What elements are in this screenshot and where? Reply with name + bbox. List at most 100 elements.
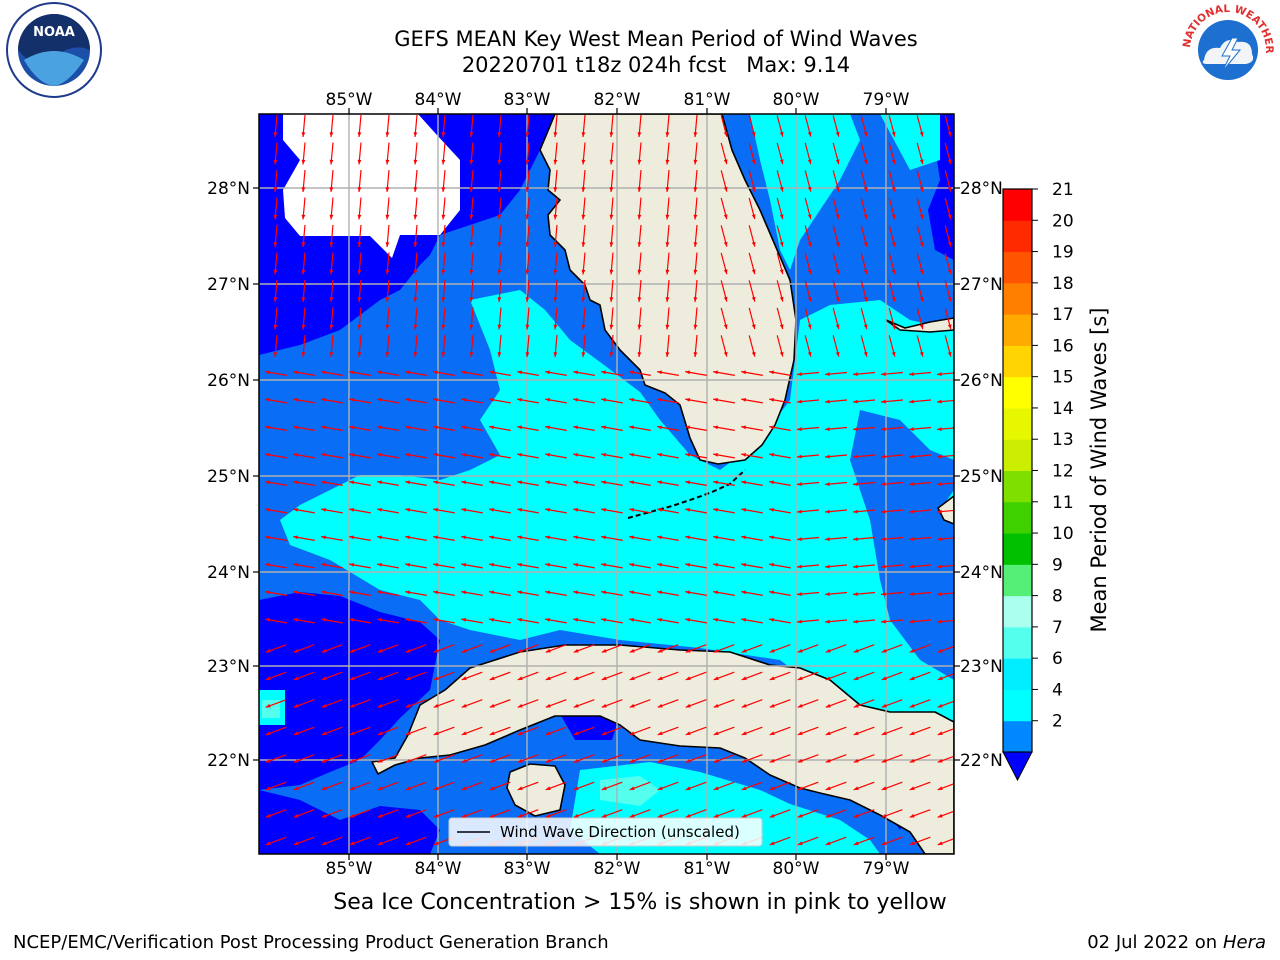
wind-wave-arrowhead <box>723 241 728 247</box>
wind-wave-arrowhead <box>329 159 334 165</box>
wind-wave-arrowhead <box>601 398 606 402</box>
wind-wave-arrowhead <box>489 758 495 763</box>
wind-wave-arrowhead <box>637 214 642 220</box>
wind-wave-arrowhead <box>741 535 746 540</box>
wind-wave-arrowhead <box>497 214 502 220</box>
wind-wave-arrowhead <box>601 453 606 457</box>
colorbar: 21 20 19 18 17 16 15 14 13 12 11 10 9 8 7 6 4 2 <box>1002 180 1074 782</box>
wind-wave-arrowhead <box>609 352 614 357</box>
wind-wave-arrowhead <box>723 324 728 330</box>
wind-wave-arrowhead <box>601 590 606 595</box>
wind-wave-arrowhead <box>881 537 886 541</box>
wind-wave-arrowhead <box>853 648 859 653</box>
wind-wave-arrowhead <box>685 535 690 540</box>
wind-wave-arrowhead <box>517 453 522 457</box>
wind-wave-arrowhead <box>469 187 474 192</box>
wind-wave-arrowhead <box>405 841 411 845</box>
lon-label-top: 82°W <box>594 90 641 110</box>
wind-wave-arrowhead <box>461 758 467 763</box>
lon-label-bottom: 84°W <box>415 859 462 879</box>
wind-wave-arrowhead <box>665 132 670 137</box>
wind-wave-arrowhead <box>293 590 298 595</box>
wind-wave-arrowhead <box>937 372 942 376</box>
colorbar-band <box>1003 533 1032 565</box>
wind-wave-arrowhead <box>329 324 334 330</box>
wind-wave-arrowhead <box>357 352 362 357</box>
wind-wave-arrowhead <box>265 618 270 622</box>
wind-wave-arrowhead <box>489 370 494 375</box>
wind-wave-arrowhead <box>723 159 728 165</box>
wind-wave-arrowhead <box>769 786 775 790</box>
lat-label-left: 25°N <box>207 467 250 487</box>
wind-wave-arrowhead <box>629 508 634 512</box>
wind-wave-arrowhead <box>881 758 887 763</box>
wind-wave-arrowhead <box>293 563 298 567</box>
wind-wave-arrowhead <box>693 214 698 220</box>
wind-wave-arrowhead <box>807 351 812 357</box>
wind-wave-arrowhead <box>835 241 840 247</box>
wind-wave-arrowhead <box>385 269 390 275</box>
wind-wave-arrowhead <box>657 648 663 653</box>
wind-wave-arrowhead <box>377 813 383 818</box>
colorbar-tick-label: 9 <box>1052 555 1063 575</box>
wind-wave-arrowhead <box>853 592 858 596</box>
wind-wave-arrowhead <box>461 453 466 457</box>
wind-wave-arrowhead <box>545 731 551 735</box>
colorbar-band <box>1003 689 1032 722</box>
wind-wave-arrowhead <box>293 703 299 708</box>
wind-wave-arrowhead <box>685 758 691 763</box>
wind-wave-arrowhead <box>891 131 896 137</box>
wind-wave-arrowhead <box>573 786 579 790</box>
wind-wave-arrowhead <box>489 508 494 512</box>
wind-wave-arrowhead <box>441 352 446 357</box>
wind-wave-arrowhead <box>573 425 578 430</box>
wind-wave-arrowhead <box>265 841 271 845</box>
wind-wave-arrowhead <box>273 352 278 357</box>
wind-wave-arrowhead <box>937 509 942 514</box>
wind-wave-arrowhead <box>909 813 915 818</box>
lon-label-top: 83°W <box>504 90 551 110</box>
wind-wave-arrowhead <box>301 214 306 220</box>
wind-wave-arrowhead <box>545 676 551 680</box>
lat-label-left: 23°N <box>207 657 250 677</box>
wind-wave-arrowhead <box>863 159 868 165</box>
wind-wave-arrowhead <box>273 159 278 165</box>
wind-wave-arrowhead <box>657 425 662 430</box>
wind-wave-arrowhead <box>545 398 550 402</box>
wind-wave-arrowhead <box>909 564 914 569</box>
wind-wave-arrowhead <box>891 269 896 275</box>
wind-wave-arrowhead <box>293 731 299 735</box>
wind-wave-arrowhead <box>329 269 334 275</box>
wind-wave-arrowhead <box>273 187 278 192</box>
wind-wave-arrowhead <box>461 813 467 818</box>
wind-wave-arrowhead <box>489 618 494 622</box>
wind-wave-arrowhead <box>723 269 728 275</box>
machine-name: Hera <box>1222 932 1266 953</box>
wind-wave-arrowhead <box>433 703 439 708</box>
wind-wave-arrowhead <box>329 187 334 192</box>
wind-wave-arrowhead <box>469 324 474 330</box>
wind-wave-arrowhead <box>629 813 635 818</box>
wind-wave-arrowhead <box>385 242 390 247</box>
wind-wave-arrowhead <box>797 592 802 596</box>
wind-wave-arrowhead <box>723 214 728 220</box>
wind-wave-arrowhead <box>349 758 355 763</box>
wind-wave-arrowhead <box>779 131 784 137</box>
wind-wave-arrowhead <box>947 131 952 137</box>
wind-wave-arrowhead <box>301 242 306 247</box>
wind-wave-arrowhead <box>853 619 858 624</box>
wind-wave-arrowhead <box>825 676 831 680</box>
lat-label-right: 24°N <box>960 563 1003 583</box>
wind-wave-arrowhead <box>797 731 803 735</box>
map-frame <box>258 113 955 855</box>
wind-wave-arrowhead <box>321 786 327 790</box>
wind-wave-arrowhead <box>357 242 362 247</box>
wind-wave-arrowhead <box>441 242 446 247</box>
wind-wave-arrowhead <box>909 482 914 486</box>
wind-wave-arrowhead <box>413 242 418 247</box>
wind-wave-arrowhead <box>685 676 691 680</box>
wind-wave-arrowhead <box>497 242 502 247</box>
wind-wave-arrowhead <box>853 786 859 790</box>
wind-wave-arrowhead <box>545 648 551 653</box>
wind-wave-arrowhead <box>807 324 812 330</box>
